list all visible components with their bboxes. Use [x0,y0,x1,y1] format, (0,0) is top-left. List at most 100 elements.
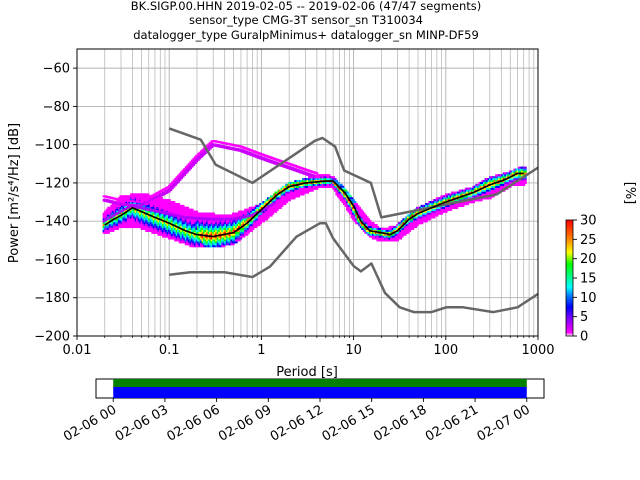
x-tick-label: 10 [345,343,362,358]
colorbar: 0 5 10 15 20 25 30 [%] [565,182,637,345]
psd-cell [221,245,226,248]
psd-outlier-cell [189,161,194,164]
psd-cell [358,208,363,211]
psd-plot: 0.01 0.1 1 10 100 1000 −200 −180 −160 −140 −120 −1… [7,48,555,380]
psd-outlier-cell [180,171,185,174]
psd-cell [279,204,284,207]
y-axis-label: Power [m²/s⁴/Hz] [dB] [7,123,22,263]
psd-cell [335,181,340,185]
psd-cell [114,227,120,230]
psd-cell [434,214,439,217]
time-tick-label: 02-06 09 [216,402,274,444]
psd-cell [257,222,263,225]
psd-cell [333,180,339,183]
colorbar-tick-label: 25 [580,233,597,248]
psd-cell [291,197,296,200]
psd-cell [359,210,364,213]
psd-cell [419,222,424,225]
psd-outlier-cell [166,186,171,189]
psd-outlier-cell [181,169,186,172]
title-line-2: sensor_type CMG-3T sensor_sn T310034 [189,13,423,27]
mode-curve-line [104,172,524,238]
psd-cell [263,218,269,221]
psd-cell [487,197,492,200]
psd-cell [193,210,199,213]
psd-outlier-cell [209,141,214,144]
psd-cell [355,204,360,207]
psd-cell [423,220,428,223]
x-tick-label: 0.1 [159,343,180,358]
psd-cell [273,210,278,213]
psd-outlier-cell [207,143,212,146]
psd-cell [238,237,243,240]
psd-cell [158,197,164,200]
psd-cell [522,178,527,181]
y-axis-ticks: −200 −180 −160 −140 −120 −100 −80 −60 [34,62,77,345]
psd-cell [189,208,194,211]
coverage-bar-top [113,379,527,387]
y-tick-label: −160 [34,253,70,268]
psd-cell [343,189,348,192]
title-line-1: BK.SIGP.00.HHN 2019-02-05 -- 2019-02-06 … [131,0,481,13]
psd-cell [175,202,180,206]
psd-cell [256,224,261,227]
psd-cell [522,168,527,171]
psd-cell [253,225,258,229]
psd-cell [370,222,375,225]
psd-outlier-cell [171,181,176,184]
psd-outlier-cell [174,177,179,180]
psd-outlier-cell [189,164,194,168]
low-noise-model-line [169,222,538,314]
psd-outlier-cell [196,153,202,156]
psd-outlier-cell [175,179,180,183]
time-tick-label: 02-07 00 [475,402,533,444]
psd-outlier-cell [198,151,203,154]
psd-outlier-cell [187,162,193,165]
psd-cell [265,216,270,219]
psd-cell [300,193,305,196]
psd-cell [330,176,336,179]
psd-cell [470,201,476,204]
psd-outlier-cell [193,156,199,159]
x-axis-ticks: 0.01 0.1 1 10 100 1000 [63,336,555,358]
psd-cell [210,212,215,215]
psd-density [102,140,527,248]
psd-cell [338,183,343,186]
psd-cell [402,233,407,236]
psd-outlier-cell [181,172,186,176]
psd-cell [286,199,291,202]
y-tick-label: −60 [43,62,70,77]
psd-cell [309,189,314,192]
x-axis-label: Period [s] [276,365,338,380]
psd-cell [283,201,288,204]
psd-cell [233,241,238,244]
psd-cell [460,204,465,207]
psd-outlier-cell [187,166,193,170]
colorbar-ticks: 0 5 10 15 20 25 30 [573,214,597,345]
psd-cell [274,208,279,211]
psd-cell [110,229,115,232]
colorbar-tick-label: 15 [580,272,597,287]
psd-outlier-cell [186,164,191,167]
psd-outlier-cell [192,161,197,165]
psd-cell [405,231,410,234]
coverage-bar-bottom [113,387,527,398]
colorbar-gradient [565,219,574,337]
psd-cell [353,202,358,206]
psd-cell [248,229,253,232]
colorbar-tick-label: 20 [580,252,597,267]
psd-outlier-cell [168,184,173,187]
psd-cell [406,229,412,232]
time-tick-label: 02-06 18 [371,402,429,444]
psd-cell [522,166,527,169]
psd-cell [245,231,250,234]
psd-cell [344,191,349,194]
psd-outlier-cell [177,174,182,177]
psd-cell [244,233,249,236]
psd-outlier-cell [314,172,319,175]
psd-cell [364,216,369,219]
psd-cell [105,231,110,234]
psd-cell [356,206,361,209]
